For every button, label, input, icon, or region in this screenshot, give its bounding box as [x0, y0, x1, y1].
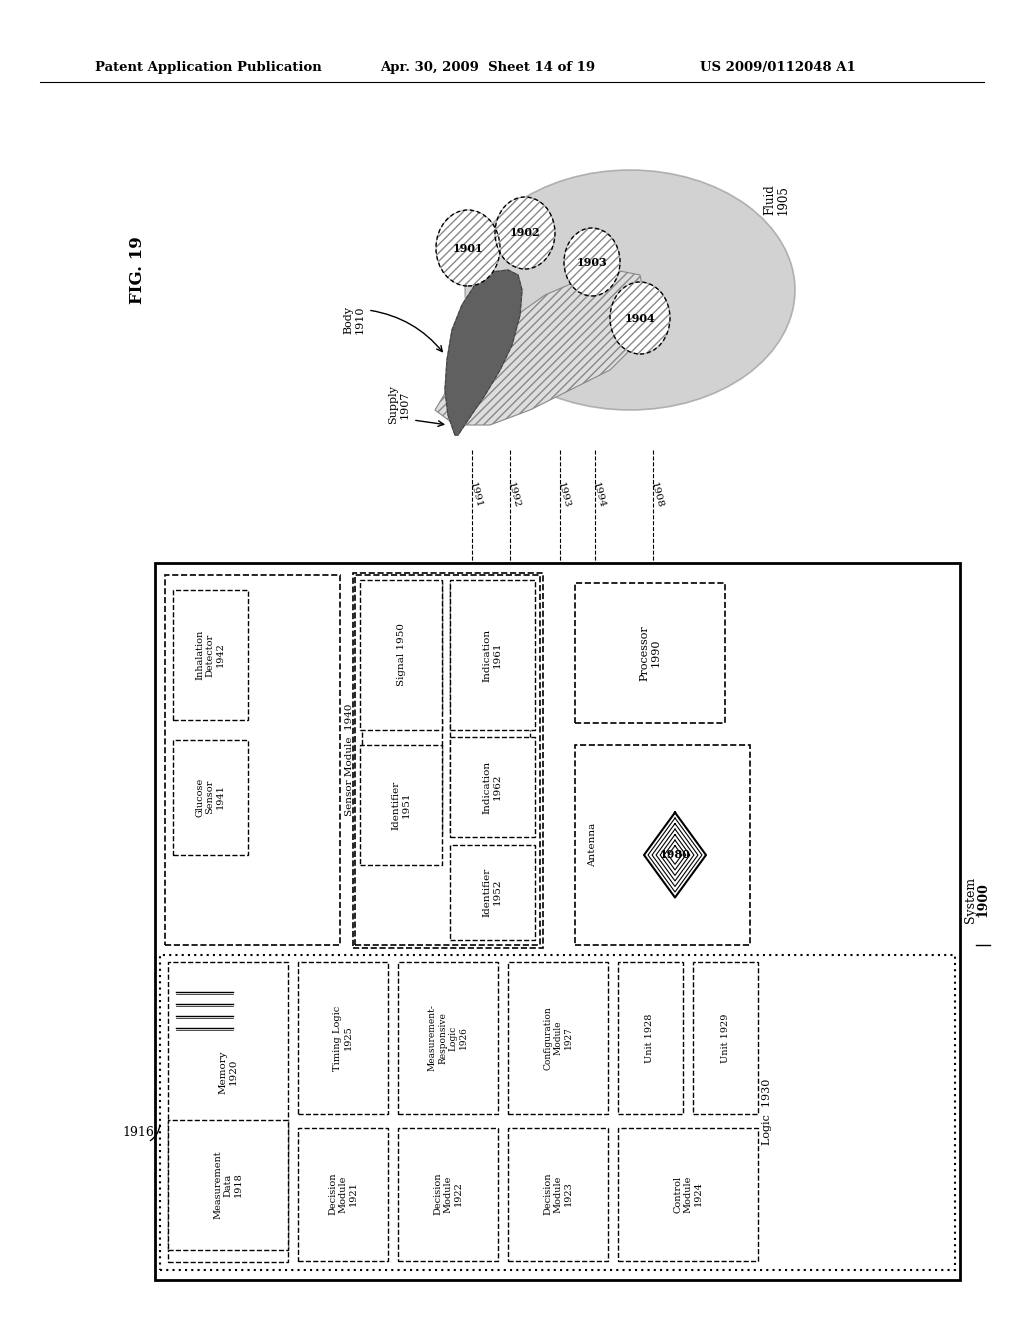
- Text: Control
Module
1924: Control Module 1924: [673, 1175, 702, 1213]
- Text: Supply: Supply: [388, 385, 398, 425]
- Text: System: System: [964, 876, 977, 923]
- Ellipse shape: [564, 228, 620, 296]
- Text: Fluid: Fluid: [764, 185, 776, 215]
- Text: Decision
Module
1921: Decision Module 1921: [328, 1172, 358, 1216]
- FancyBboxPatch shape: [160, 954, 955, 1270]
- Text: 1910: 1910: [355, 306, 365, 334]
- Text: Measurement
Data
1918: Measurement Data 1918: [213, 1151, 243, 1220]
- Text: 1902: 1902: [510, 227, 541, 239]
- Text: Apr. 30, 2009  Sheet 14 of 19: Apr. 30, 2009 Sheet 14 of 19: [380, 62, 595, 74]
- FancyBboxPatch shape: [508, 962, 608, 1114]
- FancyBboxPatch shape: [165, 576, 340, 945]
- Text: Processor
1990: Processor 1990: [639, 626, 660, 681]
- FancyBboxPatch shape: [450, 579, 535, 730]
- Text: Glucose
Sensor
1941: Glucose Sensor 1941: [196, 777, 225, 817]
- FancyBboxPatch shape: [398, 962, 498, 1114]
- FancyBboxPatch shape: [618, 962, 683, 1114]
- Text: 1904: 1904: [625, 313, 655, 323]
- Text: Signal 1950: Signal 1950: [396, 623, 406, 686]
- FancyBboxPatch shape: [398, 1129, 498, 1261]
- Text: 1994: 1994: [591, 480, 607, 510]
- Text: Decision
Module
1923: Decision Module 1923: [543, 1172, 572, 1216]
- FancyBboxPatch shape: [693, 962, 758, 1114]
- FancyBboxPatch shape: [575, 744, 750, 945]
- FancyBboxPatch shape: [168, 962, 288, 1262]
- Ellipse shape: [436, 210, 500, 286]
- Text: Measurement-
Responsive
Logic
1926: Measurement- Responsive Logic 1926: [428, 1005, 468, 1072]
- Text: 1907: 1907: [400, 391, 410, 420]
- FancyBboxPatch shape: [173, 590, 248, 719]
- Text: Logic  1930: Logic 1930: [762, 1078, 772, 1146]
- Text: Body: Body: [343, 306, 353, 334]
- Text: US 2009/0112048 A1: US 2009/0112048 A1: [700, 62, 856, 74]
- Text: 1908: 1908: [649, 480, 665, 510]
- FancyBboxPatch shape: [362, 583, 442, 713]
- FancyBboxPatch shape: [618, 1129, 758, 1261]
- FancyBboxPatch shape: [298, 962, 388, 1114]
- Text: 1900: 1900: [977, 883, 989, 917]
- FancyBboxPatch shape: [168, 1119, 288, 1250]
- Text: Indication
1961: Indication 1961: [480, 623, 500, 673]
- Text: Decision
Module
1922: Decision Module 1922: [433, 1172, 463, 1216]
- FancyBboxPatch shape: [508, 1129, 608, 1261]
- Text: Unit 1929: Unit 1929: [721, 1014, 729, 1063]
- Text: Patent Application Publication: Patent Application Publication: [95, 62, 322, 74]
- FancyBboxPatch shape: [575, 583, 725, 723]
- Text: 1993: 1993: [556, 480, 571, 510]
- FancyBboxPatch shape: [155, 564, 961, 1280]
- Text: Inhalation
Detector
1942: Inhalation Detector 1942: [196, 630, 225, 680]
- FancyBboxPatch shape: [450, 845, 535, 940]
- Text: FIG. 19: FIG. 19: [129, 236, 146, 304]
- Text: Identifier
1951: Identifier 1951: [391, 780, 411, 830]
- Text: Indication
1961: Indication 1961: [482, 628, 502, 681]
- Text: Timing Logic
1925: Timing Logic 1925: [333, 1006, 352, 1071]
- Text: 1980: 1980: [659, 850, 690, 861]
- Text: Indication
1962: Indication 1962: [482, 760, 502, 813]
- Text: Indication
1962: Indication 1962: [480, 752, 500, 803]
- Text: Configuration
Module
1927: Configuration Module 1927: [543, 1006, 572, 1071]
- Text: 1992: 1992: [506, 480, 522, 510]
- Ellipse shape: [610, 282, 670, 354]
- FancyBboxPatch shape: [360, 579, 442, 730]
- Text: Signal 1950: Signal 1950: [397, 619, 407, 677]
- FancyBboxPatch shape: [360, 744, 442, 865]
- Ellipse shape: [495, 197, 555, 269]
- Text: Unit 1928: Unit 1928: [645, 1014, 654, 1063]
- FancyBboxPatch shape: [298, 1129, 388, 1261]
- FancyBboxPatch shape: [173, 741, 248, 855]
- Text: Antenna: Antenna: [589, 822, 597, 867]
- Text: Memory
1920: Memory 1920: [218, 1051, 238, 1094]
- Text: Sensor Module  1940: Sensor Module 1940: [345, 704, 354, 816]
- Text: 1905: 1905: [776, 185, 790, 215]
- FancyBboxPatch shape: [450, 719, 530, 836]
- FancyBboxPatch shape: [355, 576, 540, 945]
- Text: 1903: 1903: [577, 256, 607, 268]
- FancyBboxPatch shape: [362, 719, 442, 836]
- Text: 1916: 1916: [122, 1126, 154, 1138]
- Text: 1991: 1991: [468, 480, 483, 510]
- FancyBboxPatch shape: [450, 737, 535, 837]
- Ellipse shape: [465, 170, 795, 411]
- Polygon shape: [435, 271, 645, 425]
- Polygon shape: [445, 271, 522, 436]
- Text: 1901: 1901: [453, 243, 483, 253]
- FancyBboxPatch shape: [450, 583, 530, 713]
- Text: Identifier
1951: Identifier 1951: [392, 754, 412, 800]
- FancyBboxPatch shape: [353, 573, 543, 948]
- Text: Identifier
1952: Identifier 1952: [482, 867, 502, 916]
